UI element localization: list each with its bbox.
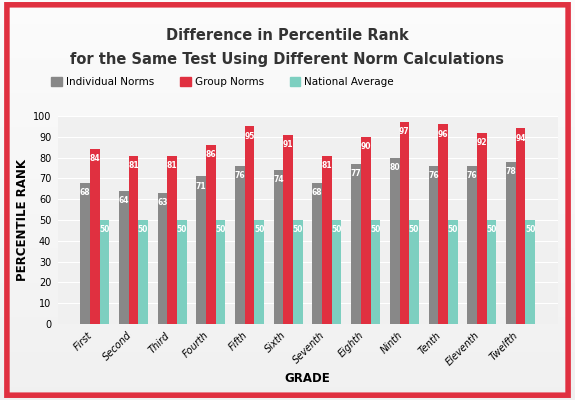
Bar xyxy=(332,220,342,324)
Text: 50: 50 xyxy=(99,225,110,234)
Bar xyxy=(216,220,225,324)
Bar xyxy=(448,220,458,324)
Bar xyxy=(400,122,409,324)
Text: 81: 81 xyxy=(321,161,332,170)
Bar xyxy=(196,176,206,324)
Bar xyxy=(158,193,167,324)
Text: Difference in Percentile Rank: Difference in Percentile Rank xyxy=(166,28,409,43)
Y-axis label: PERCENTILE RANK: PERCENTILE RANK xyxy=(16,159,29,281)
Bar xyxy=(293,220,303,324)
Text: 50: 50 xyxy=(409,225,419,234)
Text: 84: 84 xyxy=(90,154,100,164)
Text: 90: 90 xyxy=(361,142,371,151)
Bar xyxy=(167,156,177,324)
Bar xyxy=(312,182,322,324)
Text: 76: 76 xyxy=(428,171,439,180)
Bar xyxy=(99,220,109,324)
Bar xyxy=(409,220,419,324)
Text: 50: 50 xyxy=(293,225,303,234)
Text: 80: 80 xyxy=(389,163,400,172)
X-axis label: GRADE: GRADE xyxy=(285,372,331,385)
Bar xyxy=(254,220,264,324)
Text: for the Same Test Using Different Norm Calculations: for the Same Test Using Different Norm C… xyxy=(71,52,504,67)
Bar xyxy=(526,220,535,324)
Text: 50: 50 xyxy=(216,225,226,234)
Bar xyxy=(428,166,438,324)
Bar xyxy=(322,156,332,324)
Bar xyxy=(506,162,516,324)
Text: 91: 91 xyxy=(283,140,293,149)
Text: 81: 81 xyxy=(167,161,178,170)
Bar xyxy=(486,220,496,324)
Text: 68: 68 xyxy=(80,188,90,197)
Text: 68: 68 xyxy=(312,188,323,197)
Text: 97: 97 xyxy=(399,128,410,136)
Text: 64: 64 xyxy=(118,196,129,205)
Text: 50: 50 xyxy=(138,225,148,234)
Text: 50: 50 xyxy=(370,225,381,234)
Bar xyxy=(245,126,254,324)
Legend: Individual Norms, Group Norms, National Average: Individual Norms, Group Norms, National … xyxy=(51,77,394,87)
Bar xyxy=(235,166,245,324)
Text: 76: 76 xyxy=(467,171,477,180)
Bar xyxy=(139,220,148,324)
Text: 63: 63 xyxy=(157,198,168,207)
Bar xyxy=(390,158,400,324)
Bar xyxy=(177,220,187,324)
Text: 94: 94 xyxy=(515,134,526,143)
Bar xyxy=(438,124,448,324)
Text: 95: 95 xyxy=(244,132,255,141)
Bar xyxy=(274,170,283,324)
Bar xyxy=(206,145,216,324)
Text: 50: 50 xyxy=(486,225,497,234)
Text: 50: 50 xyxy=(447,225,458,234)
Bar xyxy=(477,133,486,324)
Text: 92: 92 xyxy=(477,138,487,147)
Text: 76: 76 xyxy=(235,171,245,180)
Bar xyxy=(370,220,380,324)
Bar xyxy=(351,164,361,324)
Text: 71: 71 xyxy=(196,182,206,190)
Text: 50: 50 xyxy=(525,225,535,234)
Text: 50: 50 xyxy=(254,225,264,234)
Bar xyxy=(283,135,293,324)
Text: 50: 50 xyxy=(331,225,342,234)
Bar xyxy=(119,191,129,324)
Bar xyxy=(361,137,370,324)
Text: 96: 96 xyxy=(438,130,448,138)
Bar xyxy=(90,149,99,324)
Text: 81: 81 xyxy=(128,161,139,170)
Text: 86: 86 xyxy=(205,150,216,159)
Bar xyxy=(467,166,477,324)
Bar xyxy=(516,128,526,324)
Text: 77: 77 xyxy=(351,169,361,178)
Text: 74: 74 xyxy=(273,175,284,184)
Bar xyxy=(81,182,90,324)
Text: 50: 50 xyxy=(177,225,187,234)
Text: 78: 78 xyxy=(505,167,516,176)
Bar xyxy=(129,156,139,324)
